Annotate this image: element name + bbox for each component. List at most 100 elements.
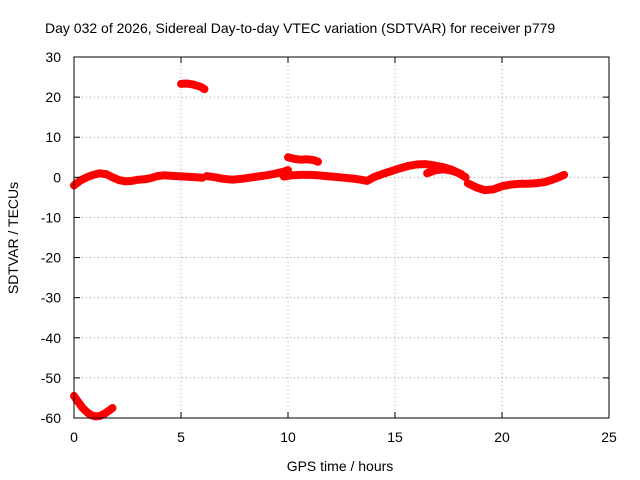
data-point-arc-main-1-10	[135, 176, 142, 183]
data-point-arc-main-1-19	[192, 174, 200, 181]
data-point-arc-main-2-2	[220, 175, 227, 183]
data-point-arc-main-1-17	[179, 173, 187, 180]
data-point-arc-16-18h-2	[441, 166, 448, 173]
data-point-arc-main-2-8	[272, 170, 279, 177]
data-point-arc-high-5h-1	[184, 80, 191, 87]
data-point-arc-main-3-3	[306, 171, 313, 179]
data-point-arc-main-3-15	[404, 162, 411, 170]
data-point-arc-16-18h-4	[458, 170, 465, 178]
data-point-arc-main-2-3	[229, 176, 236, 183]
data-point-arc-main-4-0	[464, 180, 471, 187]
data-point-arc-main-3-6	[331, 173, 339, 181]
data-point-arc-main-3-2	[297, 171, 304, 179]
data-point-arc-16-18h-0	[423, 170, 431, 177]
data-point-arc-main-2-7	[263, 172, 270, 179]
data-point-arc-main-1-6	[109, 174, 116, 181]
data-point-arc-main-1-9	[128, 177, 135, 185]
data-point-arc-main-1-8	[122, 178, 129, 185]
x-axis-label: GPS time / hours	[287, 458, 394, 474]
x-tick-label-1: 5	[177, 429, 185, 445]
data-point-arc-main-1-18	[186, 173, 193, 181]
data-point-arc-main-4-3	[490, 186, 497, 193]
y-tick-label-4: -20	[41, 250, 61, 266]
data-point-arc-high-10h-3	[304, 156, 311, 163]
data-point-arc-main-1-12	[147, 174, 155, 182]
data-point-arc-main-3-5	[323, 172, 330, 180]
data-point-arc-main-3-8	[349, 175, 356, 182]
y-axis-label: SDTVAR / TECUs	[5, 182, 21, 294]
data-point-arc-main-3-0	[280, 173, 287, 180]
data-point-arc-main-1-1	[77, 177, 84, 184]
data-point-arc-high-5h-4	[201, 85, 208, 93]
data-point-arc-main-2-5	[246, 174, 253, 181]
data-point-arc-main-1-7	[115, 176, 123, 184]
data-point-arc-main-4-11	[554, 174, 561, 181]
data-point-arc-main-4-7	[524, 180, 531, 187]
data-point-arc-main-1-14	[160, 172, 168, 179]
data-point-arc-main-1-5	[102, 170, 110, 178]
axis-ticks	[73, 56, 610, 419]
data-point-arc-early-low-1	[75, 398, 82, 406]
data-point-arc-high-5h-0	[177, 80, 185, 88]
data-point-arc-main-4-4	[498, 183, 506, 190]
data-point-arc-main-1-11	[141, 176, 148, 183]
data-point-arc-main-3-13	[387, 168, 394, 175]
data-point-arc-main-1-4	[96, 170, 103, 177]
y-tick-label-5: -10	[41, 209, 61, 225]
data-point-arc-early-low-2	[79, 404, 86, 412]
data-point-arc-high-10h-0	[284, 154, 292, 161]
data-point-arc-main-4-12	[560, 171, 568, 179]
data-point-arc-high-5h-2	[190, 81, 197, 88]
data-point-arc-high-10h-1	[291, 155, 298, 163]
data-point-arc-main-2-4	[237, 175, 245, 183]
data-point-arc-main-4-10	[548, 176, 555, 184]
data-point-arc-main-2-1	[212, 174, 219, 181]
y-tick-label-2: -40	[41, 330, 61, 346]
data-point-arc-main-4-1	[473, 184, 480, 191]
data-point-arc-main-1-2	[83, 174, 91, 181]
data-point-arc-main-2-6	[254, 173, 262, 180]
data-point-arc-main-1-16	[173, 172, 180, 180]
data-point-arc-main-4-8	[533, 180, 540, 187]
x-tick-label-2: 10	[280, 429, 296, 445]
data-point-arc-main-3-7	[340, 174, 347, 181]
y-tick-label-8: 20	[45, 89, 61, 105]
chart-title: Day 032 of 2026, Sidereal Day-to-day VTE…	[45, 20, 555, 36]
grid-lines	[74, 57, 609, 418]
data-point-arc-main-3-1	[289, 172, 296, 179]
data-point-arc-high-10h-5	[314, 158, 322, 165]
y-tick-labels: -60 -50 -40 -30 -20 -10 0 10 20 30	[41, 49, 61, 426]
data-point-arc-early-low-9	[109, 404, 116, 412]
data-point-arc-main-4-9	[541, 178, 548, 186]
data-point-arc-main-1-3	[90, 171, 97, 179]
y-tick-label-0: -60	[41, 410, 61, 426]
data-point-arc-main-3-9	[357, 176, 364, 183]
x-tick-label-3: 15	[387, 429, 403, 445]
data-point-arc-main-3-4	[314, 172, 322, 179]
y-tick-label-7: 10	[45, 129, 61, 145]
data-point-arc-main-2-0	[203, 172, 210, 180]
y-tick-label-9: 30	[45, 49, 61, 65]
data-point-arc-main-4-6	[515, 180, 523, 187]
y-tick-label-6: 0	[53, 169, 61, 185]
x-tick-label-5: 25	[601, 429, 617, 445]
y-tick-label-1: -50	[41, 370, 61, 386]
data-point-arc-main-1-15	[167, 172, 174, 179]
data-point-arc-main-3-14	[396, 165, 403, 172]
data-point-arc-main-4-2	[481, 187, 489, 194]
data-point-arc-main-3-12	[379, 170, 386, 178]
data-point-arc-main-4-5	[507, 181, 514, 188]
data-point-arc-main-1-13	[154, 172, 161, 180]
data-point-arc-16-18h-1	[432, 166, 439, 174]
x-tick-labels: 0 5 10 15 20 25	[70, 429, 617, 445]
plot-border	[73, 56, 610, 419]
x-tick-label-0: 0	[70, 429, 78, 445]
y-tick-label-3: -30	[41, 290, 61, 306]
x-tick-label-4: 20	[494, 429, 510, 445]
data-point-arc-main-3-16	[413, 161, 420, 168]
data-point-arc-high-10h-2	[297, 156, 304, 163]
data-point-arc-main-3-11	[370, 174, 377, 181]
data-point-arc-main-3-17	[421, 160, 429, 168]
